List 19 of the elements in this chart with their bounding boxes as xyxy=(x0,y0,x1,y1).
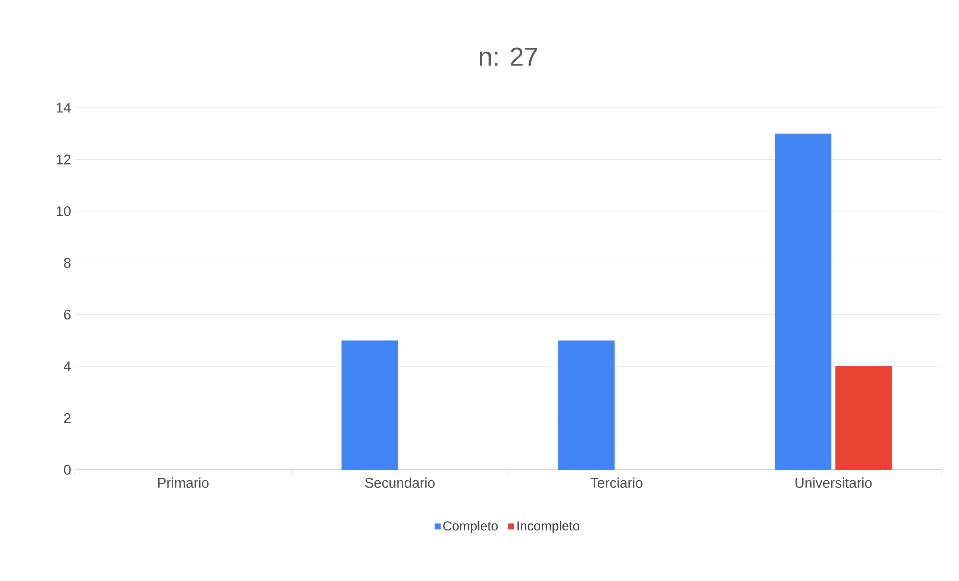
y-tick-label: 4 xyxy=(64,362,72,372)
bar xyxy=(342,340,398,470)
chart-title: n: 27 xyxy=(480,48,538,66)
bar xyxy=(775,134,832,470)
y-tick-label: 8 xyxy=(64,258,71,268)
y-tick-label: 6 xyxy=(64,310,71,320)
legend-label: Completo xyxy=(444,521,498,534)
legend-label: Incompleto xyxy=(518,521,580,534)
y-tick-label: 14 xyxy=(56,103,72,113)
x-tick-label: Secundario xyxy=(365,478,435,488)
y-tick-label: 0 xyxy=(64,465,71,475)
x-tick-label: Universitario xyxy=(796,478,872,488)
bar xyxy=(836,366,892,470)
bar xyxy=(558,340,615,470)
y-tick-label: 12 xyxy=(56,154,71,165)
x-tick-label: Terciario xyxy=(590,478,643,488)
y-tick-label: 10 xyxy=(56,206,71,216)
x-tick-label: Primario xyxy=(158,478,209,488)
y-tick-label: 2 xyxy=(64,413,71,424)
